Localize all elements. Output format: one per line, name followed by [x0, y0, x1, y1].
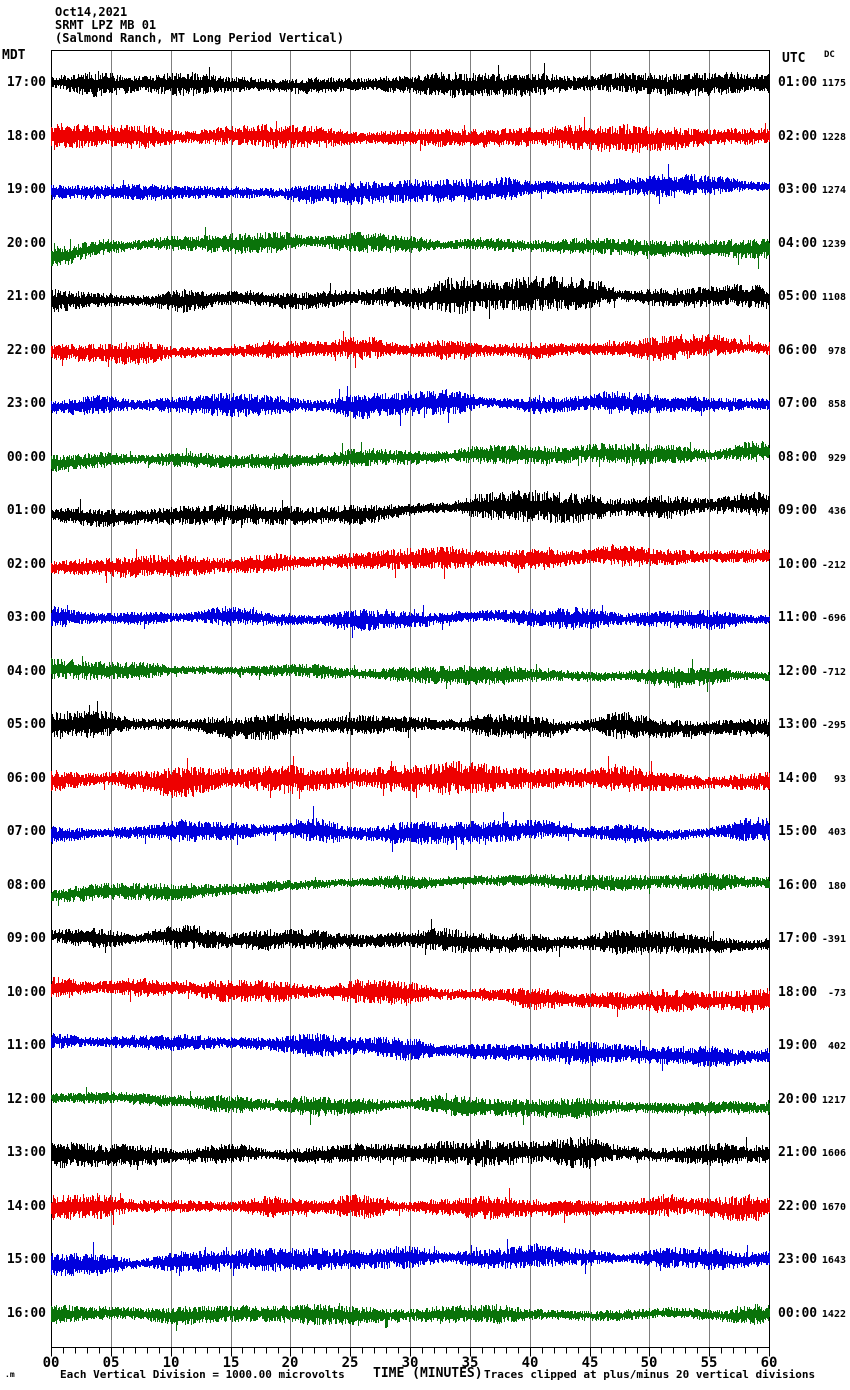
trace-mdt-label: 20:00	[6, 236, 46, 251]
trace-mdt-label: 09:00	[6, 931, 46, 946]
trace-utc-label: 02:00	[778, 129, 818, 144]
trace-utc-label: 23:00	[778, 1252, 818, 1267]
trace-dc-value: -696	[821, 613, 846, 624]
trace-dc-value: 402	[827, 1041, 846, 1052]
x-axis-tick-label: 55	[700, 1355, 718, 1371]
trace-utc-label: 04:00	[778, 236, 818, 251]
x-axis-tick-label: 60	[760, 1355, 778, 1371]
trace-utc-label: 18:00	[778, 985, 818, 1000]
trace-utc-label: 00:00	[778, 1306, 818, 1321]
trace-utc-label: 11:00	[778, 610, 818, 625]
trace-dc-value: -295	[821, 720, 846, 731]
trace-mdt-label: 19:00	[6, 182, 46, 197]
trace-mdt-label: 06:00	[6, 771, 46, 786]
trace-utc-label: 13:00	[778, 717, 818, 732]
trace-mdt-label: 01:00	[6, 503, 46, 518]
trace-utc-label: 21:00	[778, 1145, 818, 1160]
trace-mdt-label: 03:00	[6, 610, 46, 625]
trace-utc-label: 10:00	[778, 557, 818, 572]
x-axis-tick-label: 10	[162, 1355, 180, 1371]
x-axis-tick-label: 20	[281, 1355, 299, 1371]
trace-dc-value: 1228	[821, 132, 846, 143]
trace-utc-label: 12:00	[778, 664, 818, 679]
seismogram-canvas	[51, 50, 770, 1362]
scale-note: Each Vertical Division = 1000.00 microvo…	[60, 1368, 345, 1381]
trace-mdt-label: 11:00	[6, 1038, 46, 1053]
trace-mdt-label: 07:00	[6, 824, 46, 839]
left-timezone-header: MDT	[2, 48, 26, 63]
trace-mdt-label: 14:00	[6, 1199, 46, 1214]
trace-utc-label: 07:00	[778, 396, 818, 411]
x-axis-tick-label: 35	[461, 1355, 479, 1371]
trace-mdt-label: 12:00	[6, 1092, 46, 1107]
title-station: SRMT LPZ MB 01	[55, 18, 157, 32]
trace-dc-value: -391	[821, 934, 846, 945]
trace-dc-value: 1274	[821, 185, 846, 196]
trace-mdt-label: 08:00	[6, 878, 46, 893]
x-axis-tick-label: 50	[640, 1355, 658, 1371]
x-axis-tick-label: 00	[42, 1355, 60, 1371]
dc-column-header: DC	[824, 50, 835, 60]
trace-mdt-label: 13:00	[6, 1145, 46, 1160]
trace-dc-value: -212	[821, 560, 846, 571]
right-timezone-header: UTC	[782, 51, 806, 66]
trace-dc-value: 403	[827, 827, 846, 838]
trace-dc-value: 1175	[821, 78, 846, 89]
trace-dc-value: 93	[833, 774, 846, 785]
trace-utc-label: 08:00	[778, 450, 818, 465]
trace-utc-label: 01:00	[778, 75, 818, 90]
trace-dc-value: 929	[827, 453, 846, 464]
trace-dc-value: 978	[827, 346, 846, 357]
clip-note: Traces clipped at plus/minus 20 vertical…	[484, 1368, 816, 1381]
x-axis-tick-label: 05	[102, 1355, 120, 1371]
trace-mdt-label: 22:00	[6, 343, 46, 358]
trace-dc-value: 180	[827, 881, 846, 892]
x-axis-tick-label: 40	[521, 1355, 539, 1371]
trace-utc-label: 06:00	[778, 343, 818, 358]
x-axis-tick-label: 30	[401, 1355, 419, 1371]
trace-mdt-label: 04:00	[6, 664, 46, 679]
trace-utc-label: 20:00	[778, 1092, 818, 1107]
trace-mdt-label: 21:00	[6, 289, 46, 304]
trace-dc-value: 1670	[821, 1202, 846, 1213]
trace-dc-value: 858	[827, 399, 846, 410]
trace-utc-label: 14:00	[778, 771, 818, 786]
trace-mdt-label: 17:00	[6, 75, 46, 90]
trace-utc-label: 16:00	[778, 878, 818, 893]
trace-mdt-label: 02:00	[6, 557, 46, 572]
trace-dc-value: 1422	[821, 1309, 846, 1320]
trace-mdt-label: 23:00	[6, 396, 46, 411]
trace-utc-label: 09:00	[778, 503, 818, 518]
trace-dc-value: 1643	[821, 1255, 846, 1266]
trace-utc-label: 15:00	[778, 824, 818, 839]
trace-dc-value: -73	[827, 988, 846, 999]
title-location: (Salmond Ranch, MT Long Period Vertical)	[55, 31, 344, 45]
trace-dc-value: 1108	[821, 292, 846, 303]
trace-utc-label: 17:00	[778, 931, 818, 946]
trace-utc-label: 22:00	[778, 1199, 818, 1214]
trace-mdt-label: 15:00	[6, 1252, 46, 1267]
trace-mdt-label: 00:00	[6, 450, 46, 465]
x-axis-tick-label: 15	[222, 1355, 240, 1371]
trace-dc-value: 436	[827, 506, 846, 517]
corner-mark: .m	[5, 1370, 15, 1379]
trace-mdt-label: 16:00	[6, 1306, 46, 1321]
trace-mdt-label: 10:00	[6, 985, 46, 1000]
trace-mdt-label: 18:00	[6, 129, 46, 144]
x-axis-tick-label: 25	[341, 1355, 359, 1371]
title-date: Oct14,2021	[55, 5, 128, 19]
trace-utc-label: 19:00	[778, 1038, 818, 1053]
trace-dc-value: 1239	[821, 239, 846, 250]
trace-dc-value: 1606	[821, 1148, 846, 1159]
x-axis-label: TIME (MINUTES)	[373, 1366, 483, 1381]
trace-utc-label: 05:00	[778, 289, 818, 304]
trace-utc-label: 03:00	[778, 182, 818, 197]
trace-dc-value: -712	[821, 667, 846, 678]
x-axis-tick-label: 45	[581, 1355, 599, 1371]
trace-mdt-label: 05:00	[6, 717, 46, 732]
trace-dc-value: 1217	[821, 1095, 846, 1106]
